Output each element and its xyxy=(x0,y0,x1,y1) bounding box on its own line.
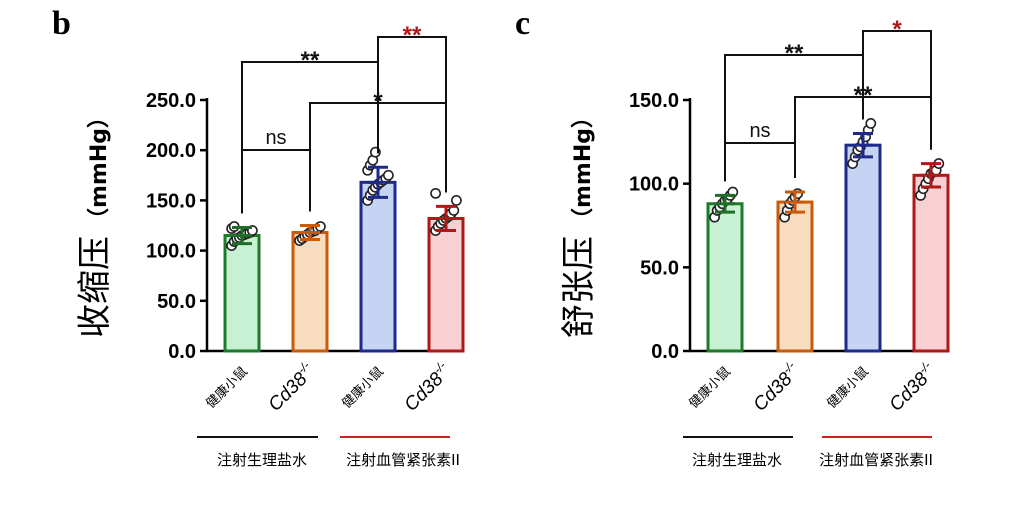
y-tick-label: 150.0 xyxy=(629,90,679,112)
y-tick-label: 250.0 xyxy=(146,90,196,112)
bar xyxy=(776,200,814,353)
panel-letter: b xyxy=(52,5,71,42)
panel-letter: c xyxy=(515,5,530,42)
y-axis-label-unit: （mmHg） xyxy=(87,106,112,230)
y-tick-label: 150.0 xyxy=(146,190,196,212)
group-label: 注射生理盐水 xyxy=(692,451,782,469)
y-axis-label-name: 收缩压 xyxy=(75,236,115,338)
y-axis-label-name: 舒张压 xyxy=(559,236,599,338)
y-axis-label-unit: （mmHg） xyxy=(571,106,596,230)
significance-bracket xyxy=(862,30,932,150)
panel-b: b 收缩压 （mmHg） 0.0 50.0 100.0 150.0 200.0 250.0 ns *… xyxy=(52,5,465,469)
bar xyxy=(706,202,744,353)
x-category-label: Cd38-/- xyxy=(883,359,940,416)
group-label: 注射血管紧张素II xyxy=(346,451,460,469)
significance-bracket xyxy=(377,36,447,193)
x-category-label: 健康小鼠 xyxy=(824,364,872,412)
y-axis-label: 舒张压 （mmHg） xyxy=(559,106,599,338)
significance-label: ** xyxy=(403,22,422,49)
x-category-label: Cd38-/- xyxy=(747,359,804,416)
x-category-label: Cd38-/- xyxy=(262,359,319,416)
x-category-label: 健康小鼠 xyxy=(686,364,734,412)
bar xyxy=(844,143,882,353)
x-category-label: 健康小鼠 xyxy=(339,364,387,412)
x-category-label: Cd38-/- xyxy=(398,359,455,416)
y-axis-label: 收缩压 （mmHg） xyxy=(75,106,115,338)
data-point xyxy=(382,169,394,181)
data-point xyxy=(450,194,462,206)
y-tick-label: 0.0 xyxy=(651,341,679,363)
bar xyxy=(223,234,261,353)
bar xyxy=(359,180,397,353)
data-point xyxy=(430,187,441,199)
bar xyxy=(291,231,329,353)
significance-label: ** xyxy=(301,47,320,74)
x-category-label: 健康小鼠 xyxy=(203,364,251,412)
significance-label: ns xyxy=(265,127,286,149)
group-label: 注射血管紧张素II xyxy=(819,451,933,469)
significance-bracket xyxy=(724,142,796,182)
y-tick-label: 100.0 xyxy=(629,174,679,196)
bar xyxy=(427,216,465,353)
y-tick-label: 200.0 xyxy=(146,140,196,162)
significance-label: ns xyxy=(749,120,770,142)
data-point xyxy=(865,118,877,129)
significance-bracket xyxy=(241,149,311,214)
y-tick-label: 50.0 xyxy=(157,291,196,313)
significance-label: ** xyxy=(785,40,804,67)
group-label: 注射生理盐水 xyxy=(217,451,307,469)
y-tick-label: 100.0 xyxy=(146,241,196,263)
significance-label: * xyxy=(892,16,902,43)
bar xyxy=(912,173,950,353)
y-tick-label: 50.0 xyxy=(640,257,679,279)
y-tick-label: 0.0 xyxy=(168,341,196,363)
